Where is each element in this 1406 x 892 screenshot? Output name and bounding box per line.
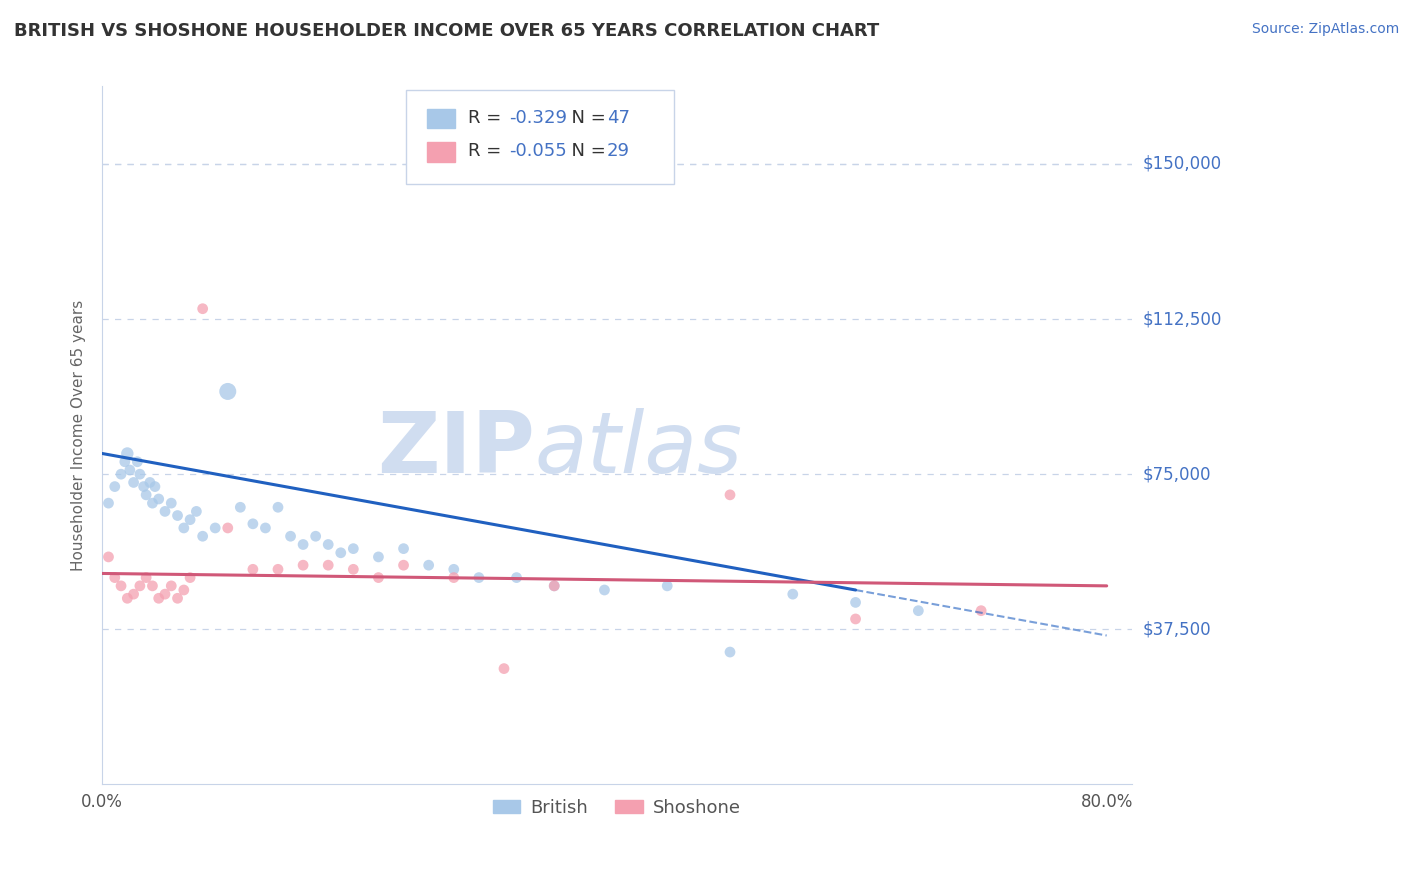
Text: R =: R = [468,143,506,161]
Point [392,558,415,573]
Point [242,562,264,576]
Text: N =: N = [561,109,612,127]
Text: BRITISH VS SHOSHONE HOUSEHOLDER INCOME OVER 65 YEARS CORRELATION CHART: BRITISH VS SHOSHONE HOUSEHOLDER INCOME O… [14,22,879,40]
Point [782,587,804,601]
Point [657,579,679,593]
Point [110,579,132,593]
Point [141,496,163,510]
Point [217,384,239,399]
Text: Source: ZipAtlas.com: Source: ZipAtlas.com [1251,22,1399,37]
Point [128,467,150,482]
Text: R =: R = [468,109,506,127]
Point [418,558,440,573]
Point [316,537,339,551]
Y-axis label: Householder Income Over 65 years: Householder Income Over 65 years [72,300,86,571]
Point [179,513,201,527]
Point [292,537,315,551]
Point [104,571,127,585]
Point [329,546,352,560]
Point [141,579,163,593]
Point [122,475,145,490]
Point [97,549,120,564]
Point [970,604,993,618]
Point [217,521,239,535]
Point [160,496,183,510]
FancyBboxPatch shape [426,142,456,161]
Point [186,504,208,518]
Text: -0.329: -0.329 [509,109,567,127]
Text: $112,500: $112,500 [1143,310,1222,328]
Point [845,595,868,609]
Point [367,549,389,564]
Point [492,662,515,676]
Point [191,529,214,543]
Point [505,571,527,585]
Point [468,571,491,585]
Point [166,508,188,523]
Point [118,463,141,477]
Point [117,446,139,460]
Point [593,582,616,597]
Text: -0.055: -0.055 [509,143,567,161]
Point [117,591,139,606]
Point [110,467,132,482]
Point [342,562,364,576]
Point [128,579,150,593]
Point [148,491,170,506]
Point [907,604,929,618]
Text: 47: 47 [607,109,630,127]
Point [148,591,170,606]
Point [242,516,264,531]
Point [135,488,157,502]
Point [229,500,252,515]
Point [191,301,214,316]
Point [104,480,127,494]
Point [160,579,183,593]
Text: ZIP: ZIP [377,408,534,491]
Point [280,529,302,543]
Point [143,480,166,494]
Point [292,558,315,573]
Point [132,480,155,494]
FancyBboxPatch shape [426,109,456,128]
Text: $37,500: $37,500 [1143,620,1212,639]
Point [443,562,465,576]
Text: atlas: atlas [534,408,742,491]
Point [305,529,328,543]
Point [153,504,176,518]
Point [267,500,290,515]
Point [139,475,162,490]
Point [173,521,195,535]
Point [543,579,565,593]
Point [443,571,465,585]
Point [543,579,565,593]
Point [97,496,120,510]
Point [718,488,741,502]
Point [204,521,226,535]
Point [367,571,389,585]
Point [342,541,364,556]
Text: 29: 29 [607,143,630,161]
Text: $75,000: $75,000 [1143,465,1212,483]
Point [392,541,415,556]
Point [845,612,868,626]
Point [114,455,136,469]
Point [316,558,339,573]
Point [127,455,149,469]
Point [179,571,201,585]
Text: N =: N = [561,143,612,161]
Point [135,571,157,585]
FancyBboxPatch shape [406,90,673,184]
Text: $150,000: $150,000 [1143,155,1222,173]
Point [173,582,195,597]
Point [254,521,277,535]
Point [153,587,176,601]
Point [122,587,145,601]
Point [166,591,188,606]
Point [718,645,741,659]
Legend: British, Shoshone: British, Shoshone [485,792,748,824]
Point [267,562,290,576]
